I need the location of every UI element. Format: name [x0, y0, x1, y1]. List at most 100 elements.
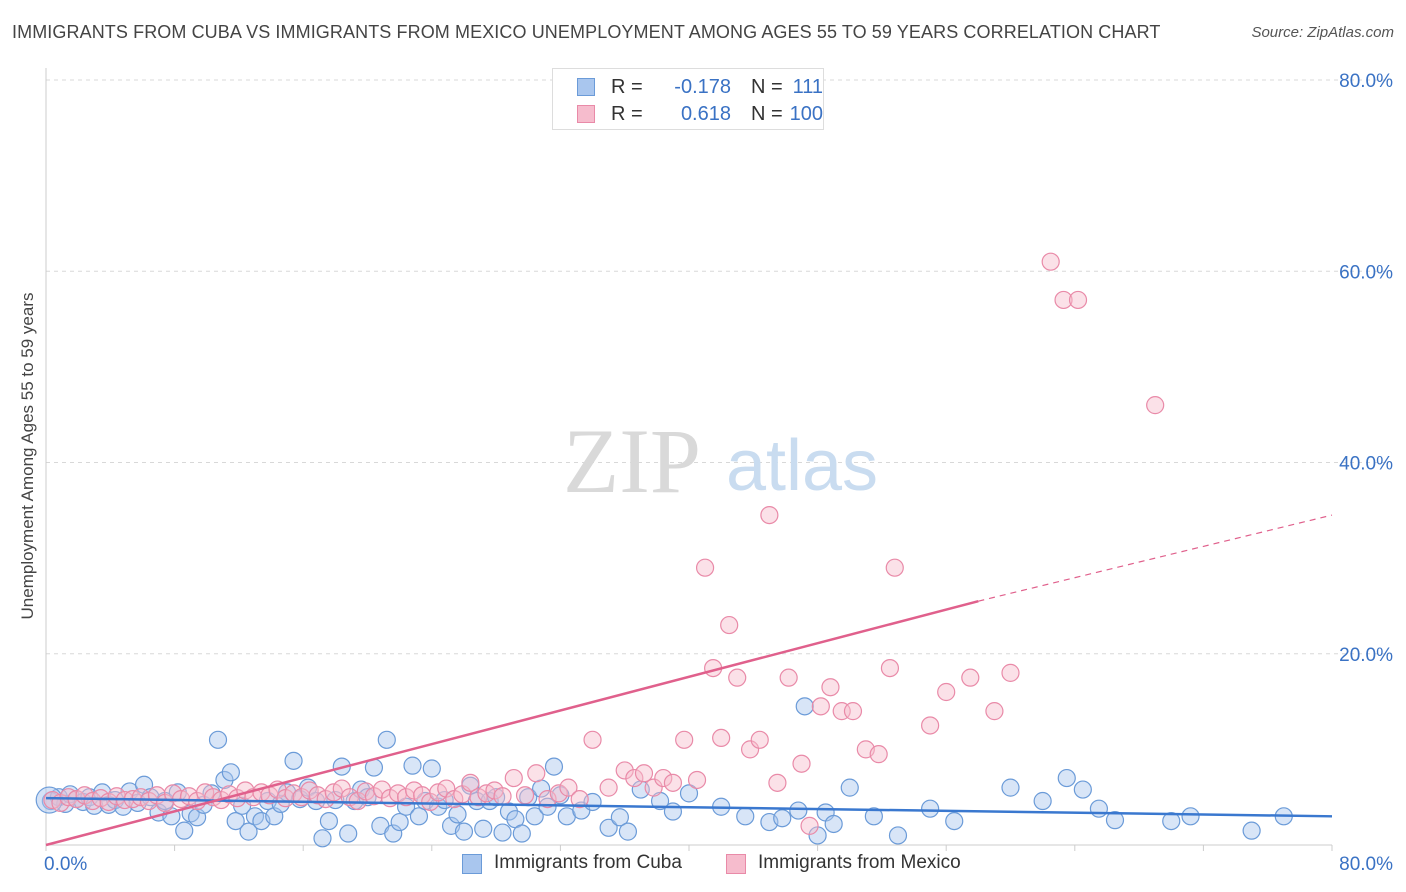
mexico-point — [1068, 290, 1088, 310]
mexico-point — [1146, 396, 1165, 415]
mexico-point — [615, 761, 634, 780]
cuba-point — [945, 811, 964, 831]
mexico-point — [720, 615, 739, 635]
cuba-point — [1089, 799, 1109, 818]
cuba-point — [175, 821, 194, 840]
trend-line-cuba — [45, 796, 1333, 818]
mexico-point — [760, 505, 779, 525]
cuba-point — [208, 730, 228, 749]
legend-r-value: 0.618 — [680, 103, 731, 125]
mexico-point — [559, 778, 578, 797]
cuba-point — [239, 822, 258, 841]
legend-n-value: 100 — [789, 103, 823, 125]
cuba-point — [221, 763, 240, 782]
mexico-point — [504, 768, 523, 788]
cuba-point — [888, 826, 908, 845]
mexico-point — [461, 773, 480, 792]
cuba-point — [1162, 811, 1181, 831]
series-mexico-points — [43, 252, 1165, 835]
cuba-point — [377, 730, 396, 749]
grid-lines — [46, 79, 1392, 655]
bottom-legend-swatch-mexico — [726, 854, 746, 874]
cuba-point — [795, 697, 814, 716]
trend-line-mexico — [45, 599, 979, 847]
cuba-point — [525, 807, 544, 826]
cuba-point — [403, 756, 422, 775]
cuba-point — [544, 757, 564, 776]
cuba-point — [840, 778, 859, 797]
cuba-point — [921, 799, 940, 818]
cuba-point — [493, 823, 512, 842]
y-tick-label: 80.0% — [1339, 71, 1393, 92]
mexico-point — [599, 778, 618, 797]
mexico-point — [527, 764, 546, 783]
legend-swatch-mexico — [577, 105, 595, 123]
trend-line-mexico-projection — [978, 514, 1333, 602]
cuba-point — [1105, 811, 1125, 830]
cuba-point — [1057, 768, 1076, 788]
cuba-point — [284, 751, 303, 770]
cuba-point — [319, 811, 339, 831]
cuba-point — [422, 759, 441, 778]
cuba-point — [226, 811, 245, 831]
cuba-point — [1001, 778, 1020, 797]
cuba-point — [610, 808, 629, 827]
tick-labels: 20.0% 40.0% 60.0% 80.0% 0.0% 80.0% — [44, 71, 1393, 875]
mexico-point — [800, 816, 819, 835]
mexico-point — [712, 728, 731, 748]
mexico-point — [880, 658, 900, 678]
mexico-point — [1054, 290, 1073, 310]
cuba-point — [512, 824, 531, 843]
mexico-point — [750, 730, 769, 749]
bottom-legend-swatch-cuba — [462, 854, 482, 874]
legend-r-value: -0.178 — [674, 76, 731, 98]
legend-r-label: R = — [611, 76, 643, 98]
axes — [45, 68, 1333, 851]
x-tick-label: 80.0% — [1339, 854, 1393, 875]
mexico-point — [1041, 252, 1060, 271]
cuba-point — [663, 802, 683, 821]
y-axis-label: Unemployment Among Ages 55 to 59 years — [18, 292, 37, 620]
cuba-point — [390, 812, 409, 832]
legend-n-label: N = — [751, 76, 783, 98]
mexico-point — [937, 682, 956, 702]
mexico-point — [811, 697, 830, 716]
legend-n-value: 111 — [792, 76, 823, 98]
bottom-legend-label-cuba: Immigrants from Cuba — [494, 852, 682, 873]
mexico-point — [654, 768, 673, 788]
bottom-legend-label-mexico: Immigrants from Mexico — [758, 852, 961, 873]
cuba-point — [773, 809, 792, 828]
mexico-point — [985, 702, 1004, 721]
mexico-point — [644, 778, 663, 797]
mexico-point — [885, 558, 904, 577]
mexico-point — [768, 773, 787, 792]
cuba-point — [474, 819, 493, 838]
mexico-point — [740, 740, 760, 759]
mexico-point — [728, 668, 747, 687]
mexico-point — [792, 754, 811, 773]
mexico-point — [779, 668, 798, 687]
y-tick-label: 20.0% — [1339, 645, 1393, 666]
cuba-point — [339, 824, 358, 843]
cuba-point — [789, 801, 808, 820]
mexico-point — [625, 768, 644, 788]
cuba-point — [824, 814, 843, 834]
cuba-point — [679, 784, 699, 803]
legend-r-label: R = — [611, 103, 643, 125]
mexico-point — [821, 678, 840, 697]
mexico-point — [549, 784, 568, 803]
y-tick-label: 60.0% — [1339, 262, 1393, 283]
watermark-atlas: atlas — [726, 426, 878, 506]
cuba-point — [35, 786, 63, 814]
cuba-point — [618, 822, 638, 841]
mexico-point — [570, 789, 589, 809]
mexico-point — [869, 745, 888, 764]
cuba-point — [1033, 791, 1052, 811]
mexico-point — [843, 702, 863, 721]
legend-n-label: N = — [751, 103, 783, 125]
cuba-point — [538, 797, 557, 816]
cuba-point — [448, 805, 467, 824]
mexico-point — [921, 716, 940, 735]
stats-legend: R = -0.178 N = 111 R = 0.618 N = 100 — [552, 68, 824, 130]
mexico-point — [493, 787, 512, 806]
